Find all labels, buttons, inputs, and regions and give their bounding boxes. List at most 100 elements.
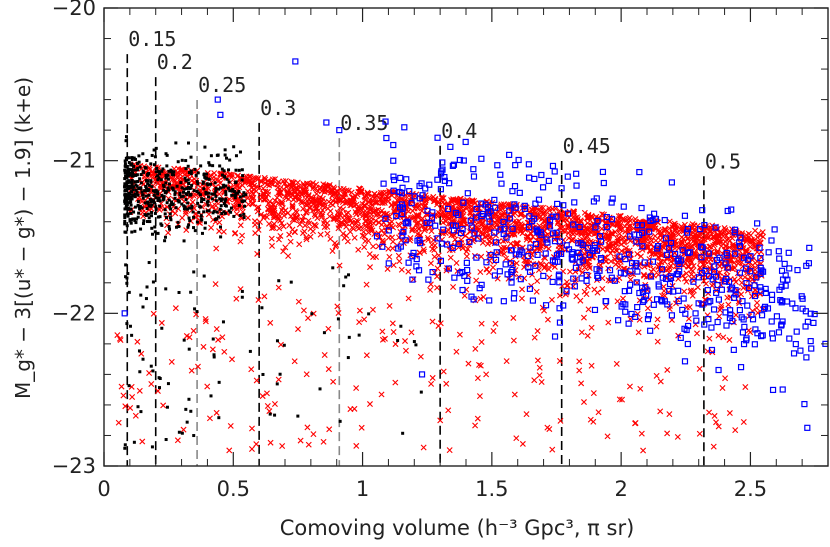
data-point: [330, 378, 337, 385]
data-point: [148, 197, 152, 201]
data-point: [422, 199, 429, 206]
data-point: [420, 444, 427, 451]
data-point: [220, 197, 224, 201]
data-point: [338, 419, 342, 423]
data-point: [652, 237, 659, 244]
data-point: [686, 304, 693, 311]
data-point: [566, 208, 573, 215]
data-point: [771, 226, 778, 233]
data-point: [434, 265, 441, 272]
data-point: [279, 442, 286, 449]
data-point: [289, 216, 296, 223]
data-point: [417, 240, 424, 247]
data-point: [124, 275, 128, 279]
data-point: [244, 214, 251, 221]
data-point: [506, 215, 513, 222]
data-point: [653, 323, 660, 330]
data-point: [326, 181, 333, 188]
data-point: [683, 326, 690, 334]
data-point: [587, 416, 594, 423]
data-point: [456, 331, 463, 338]
data-point: [244, 195, 251, 202]
data-point: [440, 226, 447, 233]
data-point: [732, 427, 739, 434]
data-point: [510, 337, 517, 344]
data-point: [755, 238, 762, 245]
data-point: [664, 366, 671, 373]
data-point: [504, 202, 511, 209]
data-point: [149, 180, 153, 184]
data-point: [321, 352, 328, 358]
data-point: [661, 216, 668, 224]
data-point: [125, 164, 129, 168]
data-point: [310, 185, 317, 192]
data-point: [362, 212, 369, 219]
data-point: [355, 246, 362, 253]
data-point: [124, 174, 128, 178]
data-point: [715, 332, 722, 339]
data-point: [305, 315, 311, 322]
data-point: [292, 208, 299, 214]
data-point: [222, 210, 226, 214]
data-point: [186, 164, 190, 168]
data-point: [156, 174, 160, 178]
data-point: [468, 224, 475, 231]
data-point: [154, 205, 158, 209]
data-point: [525, 161, 532, 168]
data-point: [123, 222, 127, 226]
data-point: [373, 193, 380, 200]
data-point: [271, 210, 278, 217]
data-point: [418, 208, 425, 215]
data-point: [120, 392, 127, 399]
data-point: [336, 205, 343, 212]
data-point: [390, 157, 397, 164]
data-point: [646, 296, 653, 303]
data-point: [146, 172, 150, 176]
data-point: [591, 306, 599, 314]
data-point: [290, 196, 297, 203]
data-point: [122, 403, 129, 410]
data-point: [722, 309, 729, 316]
data-point: [174, 206, 178, 210]
data-point: [237, 168, 241, 172]
data-point: [125, 281, 129, 285]
data-point: [736, 300, 743, 307]
data-point: [451, 274, 458, 281]
data-point: [764, 305, 772, 312]
data-point: [208, 182, 212, 186]
y-tick-label: −23: [52, 454, 96, 478]
data-point: [765, 249, 772, 256]
data-point: [511, 183, 519, 190]
data-point: [784, 276, 791, 283]
data-point: [777, 296, 784, 304]
data-point: [347, 202, 354, 209]
data-point: [144, 297, 148, 301]
data-point: [500, 201, 507, 208]
data-point: [205, 182, 209, 186]
data-point: [786, 265, 793, 272]
data-point: [725, 278, 733, 285]
data-point: [227, 209, 231, 213]
data-point: [438, 168, 445, 175]
data-point: [513, 435, 520, 442]
data-point: [139, 181, 143, 185]
data-point: [756, 244, 763, 251]
data-point: [527, 244, 534, 251]
data-point: [638, 222, 645, 229]
data-point: [184, 179, 188, 183]
data-point: [380, 189, 387, 196]
data-point: [779, 386, 786, 393]
data-point: [240, 295, 244, 299]
data-point: [243, 204, 247, 208]
data-point: [153, 201, 157, 205]
data-point: [144, 166, 148, 170]
data-point: [757, 255, 764, 262]
data-point: [515, 156, 522, 164]
data-point: [250, 174, 257, 181]
data-point: [811, 311, 818, 318]
data-point: [554, 200, 561, 208]
data-point: [158, 199, 162, 203]
data-point: [228, 174, 235, 181]
data-point: [580, 314, 587, 321]
data-point: [475, 235, 482, 242]
